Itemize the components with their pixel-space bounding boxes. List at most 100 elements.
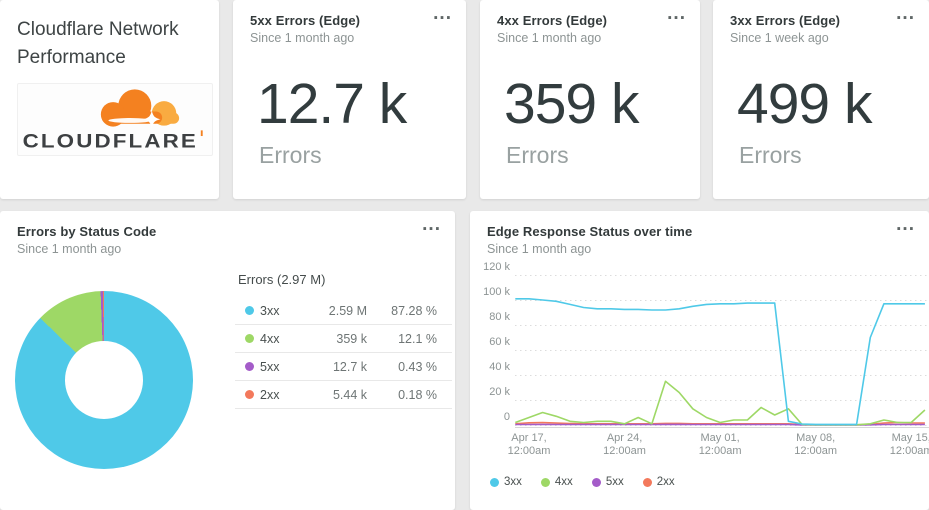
- series-percent: 0.18 %: [398, 387, 437, 402]
- legend-label: 5xx: [605, 476, 624, 488]
- x-tick-date: Apr 24,: [606, 432, 643, 444]
- top-row: Cloudflare Network Performance CLOUDFLAR…: [0, 0, 929, 199]
- y-axis-tick-label: 20 k: [489, 386, 510, 398]
- card-title: 4xx Errors (Edge): [497, 13, 608, 28]
- x-tick-date: May 01,: [700, 432, 740, 444]
- y-axis-tick-label: 100 k: [483, 286, 510, 298]
- x-tick-date: May 15,: [891, 432, 929, 444]
- series-color-dot: [245, 334, 254, 343]
- series-percent: 87.28 %: [391, 303, 437, 318]
- legend-label: 4xx: [554, 476, 573, 488]
- legend-item-2xx[interactable]: 2xx: [642, 476, 675, 488]
- errors-by-status-code-card: Errors by Status Code Since 1 month ago …: [0, 211, 455, 510]
- series-value: 5.44 k: [332, 387, 367, 402]
- x-tick-time: 12:00am: [889, 445, 929, 457]
- series-label: 2xx: [260, 387, 280, 402]
- legend-color-dot: [490, 477, 499, 487]
- cloudflare-trademark-tick: [200, 129, 203, 136]
- line-chart-svg: [515, 275, 929, 428]
- card-title: Edge Response Status over time: [487, 224, 693, 239]
- stat-value: 359 k: [504, 72, 639, 136]
- x-axis-labels: Apr 17, 12:00am Apr 24, 12:00am May 01, 12:00…: [508, 432, 929, 462]
- card-subtitle: Since 1 week ago: [730, 31, 829, 45]
- x-tick-time: 12:00am: [698, 445, 742, 457]
- x-axis-tick-label: Apr 24, 12:00am: [587, 432, 663, 458]
- chart-legend: 3xx 4xx 5xx 2xx: [490, 476, 675, 488]
- series-color-dot: [245, 306, 254, 315]
- card-menu-button[interactable]: ...: [433, 3, 452, 24]
- card-menu-button[interactable]: ...: [896, 214, 915, 235]
- legend-item-5xx[interactable]: 5xx: [591, 476, 624, 488]
- card-header: Edge Response Status over time Since 1 m…: [487, 224, 889, 256]
- x-tick-time: 12:00am: [794, 445, 838, 457]
- legend-color-dot: [591, 477, 601, 487]
- series-line-4xx: [515, 380, 926, 426]
- cloudflare-cloud-icon: [100, 88, 180, 128]
- stat-card-5xx: 5xx Errors (Edge) Since 1 month ago ... …: [233, 0, 466, 199]
- x-tick-time: 12:00am: [603, 445, 646, 457]
- donut-table-header: Errors (2.97 M): [238, 271, 326, 287]
- y-axis-tick-label: 40 k: [489, 361, 510, 373]
- card-menu-button[interactable]: ...: [422, 214, 441, 235]
- card-subtitle: Since 1 month ago: [250, 31, 355, 45]
- y-axis-tick-label: 120 k: [483, 261, 510, 273]
- legend-color-dot: [540, 477, 550, 487]
- series-line-3xx: [515, 297, 925, 426]
- card-title: 3xx Errors (Edge): [730, 13, 841, 28]
- stat-card-3xx: 3xx Errors (Edge) Since 1 week ago ... 4…: [713, 0, 929, 199]
- table-row[interactable]: 2xx 5.44 k 0.18 %: [235, 381, 452, 409]
- y-axis-tick-label: 80 k: [489, 311, 510, 323]
- card-subtitle: Since 1 month ago: [487, 242, 592, 256]
- card-header: 5xx Errors (Edge) Since 1 month ago: [250, 13, 426, 45]
- series-value: 2.59 M: [328, 303, 367, 318]
- cloudflare-logo-image: CLOUDFLARE: [23, 88, 203, 152]
- stat-value: 499 k: [737, 72, 872, 136]
- table-row[interactable]: 4xx 359 k 12.1 %: [235, 325, 452, 353]
- stat-card-4xx: 4xx Errors (Edge) Since 1 month ago ... …: [480, 0, 700, 199]
- series-percent: 12.1 %: [398, 331, 437, 346]
- series-label: 3xx: [260, 303, 280, 318]
- legend-label: 2xx: [656, 476, 675, 488]
- card-menu-button[interactable]: ...: [667, 3, 686, 24]
- series-value: 359 k: [336, 331, 367, 346]
- card-subtitle: Since 1 month ago: [17, 242, 122, 256]
- stat-value: 12.7 k: [257, 72, 407, 136]
- series-label: 5xx: [260, 359, 280, 374]
- donut-chart[interactable]: [15, 291, 193, 469]
- x-axis-tick-label: Apr 17, 12:00am: [491, 432, 567, 458]
- x-axis-tick-label: May 01, 12:00am: [682, 432, 758, 458]
- x-axis-tick-label: May 08, 12:00am: [778, 432, 854, 458]
- series-label: 4xx: [260, 331, 280, 346]
- cloudflare-wordmark: CLOUDFLARE: [23, 130, 198, 152]
- series-color-dot: [245, 390, 254, 399]
- x-axis-tick-label: May 15, 12:00am: [873, 432, 929, 458]
- dashboard-title-card: Cloudflare Network Performance CLOUDFLAR…: [0, 0, 219, 199]
- series-value: 12.7 k: [332, 359, 367, 374]
- table-row[interactable]: 5xx 12.7 k 0.43 %: [235, 353, 452, 381]
- dashboard-title: Cloudflare Network Performance: [17, 19, 179, 68]
- stat-unit: Errors: [506, 142, 569, 168]
- card-header: Errors by Status Code Since 1 month ago: [17, 224, 415, 256]
- bottom-row: Errors by Status Code Since 1 month ago …: [0, 211, 929, 510]
- x-tick-time: 12:00am: [507, 445, 551, 457]
- line-chart-plot-area: [515, 275, 929, 429]
- table-row[interactable]: 3xx 2.59 M 87.28 %: [235, 297, 452, 325]
- card-subtitle: Since 1 month ago: [497, 31, 602, 45]
- legend-item-4xx[interactable]: 4xx: [540, 476, 573, 488]
- legend-item-3xx[interactable]: 3xx: [490, 476, 522, 488]
- cloudflare-logo: CLOUDFLARE: [17, 83, 213, 156]
- card-menu-button[interactable]: ...: [896, 3, 915, 24]
- donut-table-rows: 3xx 2.59 M 87.28 % 4xx 359 k 12.1 % 5xx 12.7 k 0…: [235, 297, 452, 409]
- stat-unit: Errors: [259, 142, 322, 168]
- donut-legend-table: Errors (2.97 M) 3xx 2.59 M 87.28 % 4xx 359 k…: [235, 261, 452, 409]
- card-title: Errors by Status Code: [17, 224, 157, 239]
- card-header: 4xx Errors (Edge) Since 1 month ago: [497, 13, 660, 45]
- y-axis-tick-label: 0: [503, 411, 510, 423]
- legend-color-dot: [642, 477, 652, 487]
- legend-label: 3xx: [504, 476, 522, 488]
- y-axis-tick-label: 60 k: [489, 336, 510, 348]
- edge-response-status-card: Edge Response Status over time Since 1 m…: [470, 211, 929, 510]
- card-title: 5xx Errors (Edge): [250, 13, 361, 28]
- y-axis-labels: 120 k 100 k 80 k 60 k 40 k 20 k 0: [470, 261, 510, 435]
